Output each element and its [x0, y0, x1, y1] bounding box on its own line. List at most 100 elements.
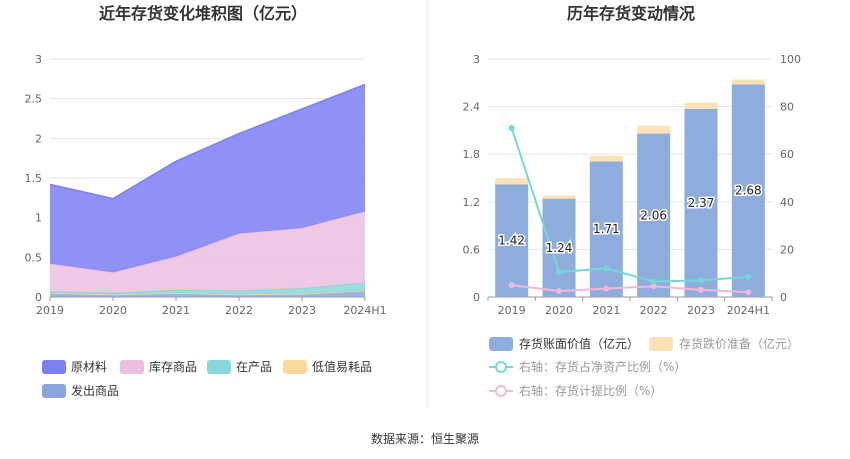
- y-tick-label: 1.2: [463, 196, 481, 209]
- legend-swatch: [283, 360, 307, 374]
- line-point: [556, 269, 562, 276]
- x-tick-label: 2024H1: [343, 304, 386, 317]
- legend-swatch: [42, 384, 66, 398]
- legend-label: 低值易耗品: [312, 359, 372, 374]
- left-y-axis: 0 0.5 1 1.5 2 2.5 3: [25, 53, 43, 304]
- y-tick-label: 1: [35, 212, 42, 225]
- right-lines: [508, 125, 752, 296]
- x-tick-label: 2020: [99, 304, 127, 317]
- legend-marker: [495, 361, 507, 373]
- legend-label: 右轴：存货占净资产比例（%）: [519, 359, 686, 374]
- y-tick-label: 1.8: [463, 148, 481, 161]
- bar-book-value: [731, 84, 765, 298]
- bar-provision: [684, 102, 718, 109]
- legend-label: 右轴：存货计提比例（%）: [519, 383, 662, 398]
- bar-value-label: 1.71: [593, 222, 620, 236]
- bar-book-value: [637, 133, 671, 297]
- line-point: [603, 285, 610, 292]
- area-edge-原材料: [49, 83, 366, 200]
- x-tick-label: 2020: [545, 304, 573, 317]
- bar-provision: [731, 79, 765, 85]
- line-point: [508, 282, 515, 289]
- bar-value-label: 2.68: [735, 184, 762, 198]
- x-tick-label: 2019: [36, 304, 64, 317]
- bar-provision: [637, 125, 671, 134]
- x-tick-label: 2021: [592, 304, 620, 317]
- y2-tick-label: 60: [780, 148, 794, 161]
- bar-provision: [495, 178, 529, 185]
- y-tick-label: 2: [35, 132, 42, 145]
- line-point: [650, 283, 657, 290]
- y2-tick-label: 0: [780, 291, 787, 304]
- y-tick-label: 2.5: [25, 93, 43, 106]
- bar-value-label: 1.42: [498, 234, 525, 248]
- legend-marker: [495, 385, 507, 397]
- left-chart: 近年存货变化堆积图（亿元） 0 0.5 1 1.5 2 2.5 3 2019 2020 2021…: [25, 4, 387, 398]
- line-point: [698, 277, 704, 284]
- bar-provision: [542, 195, 576, 199]
- line-point: [698, 286, 704, 293]
- right-bars: [495, 79, 765, 298]
- bar-book-value: [684, 108, 718, 297]
- bar-provision: [589, 155, 623, 162]
- bar-value-label: 1.24: [546, 241, 573, 255]
- legend-swatch: [489, 337, 513, 351]
- area-原材料: [50, 84, 365, 273]
- x-tick-label: 2022: [640, 304, 668, 317]
- bar-book-value: [542, 198, 576, 297]
- y2-tick-label: 40: [780, 196, 794, 209]
- line-series: [510, 127, 749, 283]
- legend-label: 存货跌价准备（亿元）: [679, 336, 799, 351]
- y2-tick-label: 100: [780, 53, 801, 66]
- x-tick-label: 2019: [498, 304, 526, 317]
- right-y-axis-right: 0 20 40 60 80 100: [780, 53, 801, 304]
- right-chart: 历年存货变动情况 1.42 1.24 1.71 2.06 2.37 2.68 0 0.6 1.…: [463, 4, 802, 398]
- y-tick-label: 1.5: [25, 172, 43, 185]
- line-point: [508, 125, 515, 132]
- y-tick-label: 0.6: [463, 243, 481, 256]
- y2-tick-label: 20: [780, 243, 794, 256]
- left-x-axis: 2019 2020 2021 2022 2023 2024H1: [36, 297, 387, 317]
- area-在产品: [50, 282, 365, 295]
- legend-swatch: [207, 360, 231, 374]
- y-tick-label: 2.4: [463, 101, 481, 114]
- legend-swatch: [42, 360, 66, 374]
- x-tick-label: 2021: [162, 304, 190, 317]
- legend-swatch: [649, 337, 673, 351]
- bar-book-value: [495, 184, 529, 297]
- bar-book-value: [589, 161, 623, 297]
- line-point: [650, 278, 657, 285]
- area-库存商品: [50, 211, 365, 294]
- x-tick-label: 2023: [288, 304, 316, 317]
- line-point: [556, 288, 562, 295]
- legend-label: 在产品: [236, 360, 272, 374]
- right-y-axis-left: 0 0.6 1.2 1.8 2.4 3: [463, 53, 481, 304]
- y-tick-label: 3: [473, 53, 480, 66]
- legend-label: 存货账面价值（亿元）: [519, 336, 639, 351]
- line-series: [511, 284, 749, 294]
- x-tick-label: 2023: [687, 304, 715, 317]
- y-tick-label: 0.5: [25, 251, 43, 264]
- y2-tick-label: 80: [780, 101, 794, 114]
- y-tick-label: 0: [473, 291, 480, 304]
- line-point: [745, 273, 752, 280]
- legend-label: 原材料: [71, 360, 107, 374]
- right-grid: [488, 58, 772, 298]
- right-x-axis: 2019 2020 2021 2022 2023 2024H1: [487, 297, 773, 317]
- x-tick-label: 2024H1: [727, 304, 770, 317]
- y-tick-label: 0: [35, 291, 42, 304]
- bar-value-label: 2.37: [688, 196, 715, 210]
- legend-label: 库存商品: [149, 359, 197, 374]
- legend-swatch: [120, 360, 144, 374]
- data-source: 数据来源：恒生聚源: [371, 431, 479, 446]
- x-tick-label: 2022: [225, 304, 253, 317]
- legend-label: 发出商品: [71, 383, 119, 398]
- y-tick-label: 3: [35, 53, 42, 66]
- line-point: [603, 265, 610, 272]
- right-chart-title: 历年存货变动情况: [567, 4, 695, 23]
- right-legend: 存货账面价值（亿元） 存货跌价准备（亿元） 右轴：存货占净资产比例（%） 右轴：存货计…: [489, 336, 799, 398]
- line-point: [745, 289, 752, 296]
- bar-value-label: 2.06: [640, 208, 667, 222]
